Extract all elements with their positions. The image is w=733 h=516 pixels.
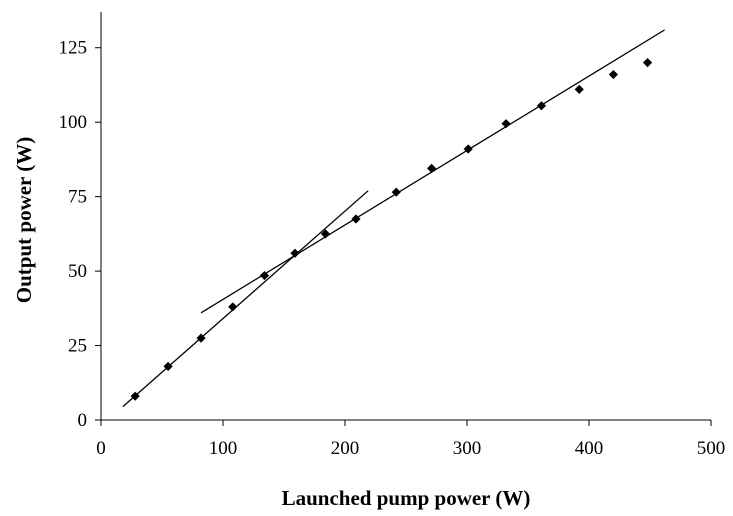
x-axis-title: Launched pump power (W) xyxy=(282,486,531,510)
data-point xyxy=(642,58,653,68)
x-tick-label: 400 xyxy=(575,438,604,459)
x-tick-label: 300 xyxy=(453,438,482,459)
fit-line xyxy=(122,190,369,408)
data-point xyxy=(351,214,361,224)
data-point xyxy=(259,270,270,281)
data-point xyxy=(196,333,206,343)
y-tick-label: 25 xyxy=(68,336,87,357)
ticks xyxy=(95,47,712,426)
x-tick-label: 500 xyxy=(697,438,726,459)
x-tick-label: 200 xyxy=(331,438,360,459)
data-point xyxy=(608,69,618,80)
data-point xyxy=(574,84,584,95)
data-point xyxy=(463,144,473,154)
tick-labels: 0 100 200 300 400 500 0 25 50 75 100 125 xyxy=(59,38,726,459)
y-tick-label: 50 xyxy=(68,261,87,282)
data-point xyxy=(290,248,300,258)
fit-lines xyxy=(122,29,665,408)
data-point xyxy=(391,187,401,197)
data-point xyxy=(536,101,547,111)
data-point xyxy=(228,302,238,312)
data-point xyxy=(320,229,331,239)
data-point xyxy=(501,119,511,129)
y-tick-label: 100 xyxy=(59,112,88,133)
data-point xyxy=(130,391,140,401)
y-tick-label: 75 xyxy=(68,187,87,208)
data-point xyxy=(163,361,173,371)
y-tick-label: 125 xyxy=(59,38,88,59)
y-tick-label: 0 xyxy=(78,410,88,431)
data-point xyxy=(427,163,437,173)
y-axis-title: Output power (W) xyxy=(12,137,36,303)
x-tick-label: 0 xyxy=(96,438,106,459)
data-points xyxy=(130,58,653,401)
x-tick-label: 100 xyxy=(209,438,238,459)
axes xyxy=(100,12,711,421)
